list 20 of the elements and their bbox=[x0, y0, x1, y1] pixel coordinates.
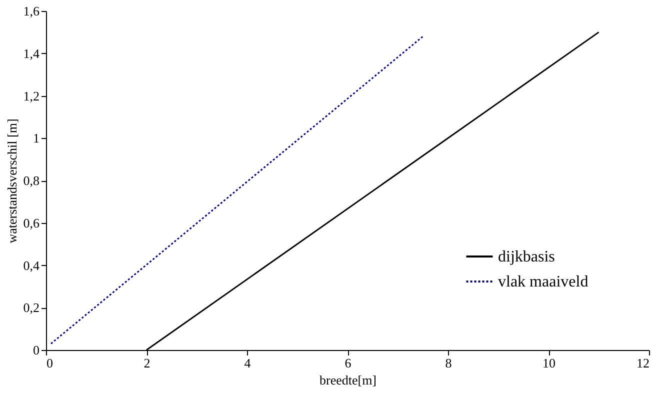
x-tick-label: 6 bbox=[344, 356, 352, 370]
y-tick-label: 1,6 bbox=[23, 4, 40, 18]
y-tick-label: 1,4 bbox=[23, 46, 40, 61]
y-tick-label: 1,2 bbox=[23, 88, 40, 104]
y-tick-label: 0,2 bbox=[23, 300, 40, 316]
y-tick-label: 0,8 bbox=[23, 173, 40, 188]
legend-label: dijkbasis bbox=[498, 248, 555, 266]
x-tick-label: 10 bbox=[542, 356, 556, 370]
x-tick-label: 0 bbox=[46, 356, 53, 370]
y-tick-label: 1 bbox=[33, 130, 40, 146]
x-axis-title: breedte[m] bbox=[319, 372, 377, 388]
y-tick-label: 0,6 bbox=[23, 215, 40, 230]
y-tick-label: 0,4 bbox=[23, 258, 40, 273]
x-tick-label: 2 bbox=[144, 356, 150, 370]
x-tick-label: 4 bbox=[244, 356, 252, 370]
legend-label: vlak maaiveld bbox=[498, 274, 588, 290]
y-tick-label: 0 bbox=[33, 342, 40, 358]
x-tick-label: 8 bbox=[445, 356, 452, 370]
y-axis-title: waterstandsverschil [m] bbox=[4, 118, 20, 244]
x-tick-label: 12 bbox=[636, 356, 650, 370]
